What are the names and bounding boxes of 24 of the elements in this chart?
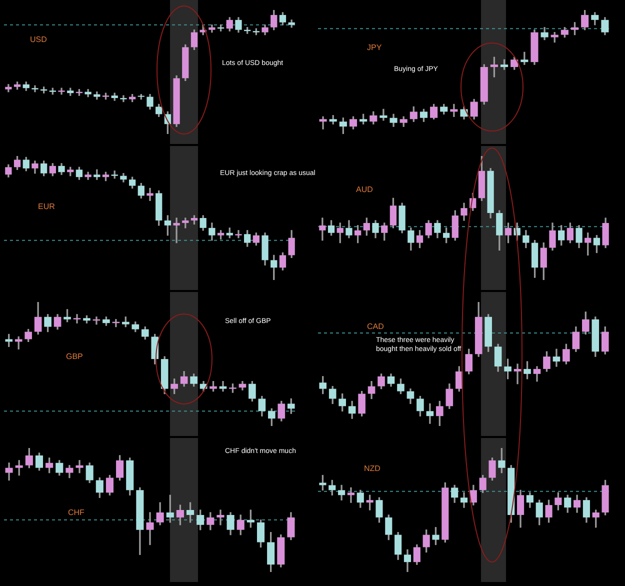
annotation: EUR (38, 202, 55, 212)
annotation: CAD (367, 322, 384, 332)
annotation: USD (30, 35, 47, 45)
candlestick (216, 510, 224, 526)
candlestick (146, 512, 154, 546)
candlestick (219, 381, 227, 392)
candlestick (319, 116, 327, 130)
candlestick (76, 460, 84, 474)
candlestick (450, 104, 458, 117)
candlestick (173, 218, 180, 244)
annotation: AUD (356, 185, 373, 195)
annotation: CHF (68, 508, 84, 518)
annotation: JPY (367, 43, 382, 53)
candlestick (146, 188, 154, 201)
annotation: GBP (66, 352, 83, 362)
candlestick (347, 487, 354, 503)
candlestick (73, 314, 81, 324)
candlestick (426, 403, 434, 424)
candlestick (514, 364, 522, 384)
candlestick (380, 108, 388, 121)
annotation: NZD (364, 464, 380, 474)
candlestick (120, 95, 127, 102)
candlestick (319, 218, 326, 241)
candlestick (235, 230, 242, 238)
